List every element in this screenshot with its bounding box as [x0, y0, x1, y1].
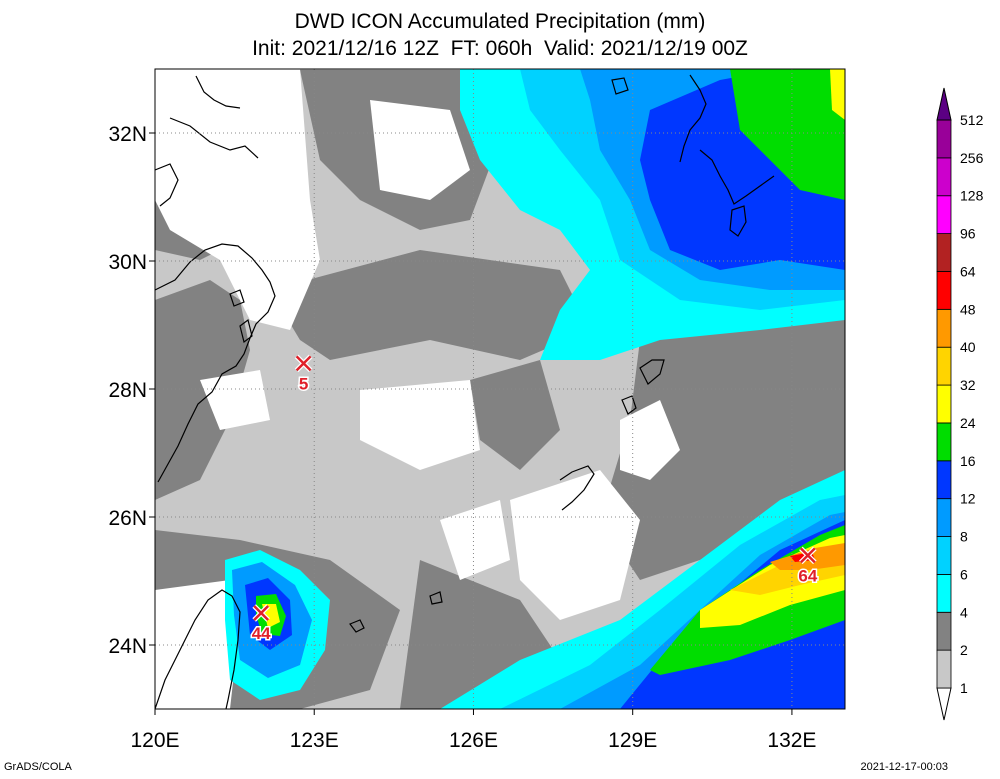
colorbar-box	[936, 574, 952, 613]
colorbar-low-triangle	[936, 687, 952, 721]
colorbar-level-label: 12	[960, 491, 976, 507]
colorbar-level-label: 256	[960, 150, 984, 166]
software-credit: GrADS/COLA	[4, 761, 72, 773]
x-tick-label: 129E	[608, 729, 657, 752]
x-tick-label: 132E	[767, 729, 816, 752]
x-tick-label: 123E	[290, 729, 339, 752]
colorbar-level-label: 48	[960, 301, 976, 317]
extrema-markers: 5 44 64	[250, 354, 819, 645]
china-coast	[155, 243, 276, 483]
y-tick-label: 30N	[108, 251, 147, 274]
map-subtitle: Init: 2021/12/16 12Z FT: 060h Valid: 202…	[252, 37, 748, 60]
colorbar-level-label: 512	[960, 112, 984, 128]
colorbar-box	[936, 611, 952, 651]
colorbar-level-label: 1	[960, 680, 968, 696]
x-axis: 120E 123E 126E 129E 132E	[130, 709, 816, 752]
colorbar-level-label: 64	[960, 263, 976, 279]
extremum-marker: 64	[797, 546, 819, 587]
precip-below-1mm	[155, 69, 680, 709]
colorbar-level-label: 32	[960, 377, 976, 393]
y-tick-label: 32N	[108, 123, 147, 146]
render-timestamp: 2021-12-17-00:03	[860, 761, 948, 773]
precip-24-32mm-ne	[830, 69, 845, 120]
colorbar-box	[936, 157, 952, 197]
colorbar-level-label: 6	[960, 566, 968, 582]
colorbar-box	[936, 195, 952, 235]
colorbar-level-label: 40	[960, 339, 976, 355]
colorbar-level-label: 96	[960, 226, 976, 242]
colorbar-box	[936, 422, 952, 462]
marker-value: 44	[252, 624, 271, 643]
colorbar-box	[936, 346, 952, 386]
precip-field: 5 44 64	[155, 69, 845, 709]
colorbar-box	[936, 460, 952, 500]
colorbar-level-label: 16	[960, 453, 976, 469]
x-tick-label: 126E	[449, 729, 498, 752]
x-tick-label: 120E	[130, 729, 179, 752]
marker-value: 5	[299, 374, 308, 393]
colorbar-level-label: 24	[960, 415, 976, 431]
colorbar-high-triangle	[936, 87, 952, 121]
extremum-marker: 5	[294, 354, 313, 395]
taiwan-coast	[155, 589, 241, 709]
colorbar-box	[936, 384, 952, 424]
colorbar-box	[936, 649, 952, 689]
marker-x	[253, 605, 270, 621]
y-tick-label: 28N	[108, 379, 147, 402]
colorbar-box	[936, 119, 952, 159]
okinawa-coast	[639, 359, 665, 385]
colorbar-level-label: 2	[960, 642, 968, 658]
colorbar-box	[936, 536, 952, 575]
colorbar-box	[936, 498, 952, 537]
extremum-marker: 44	[250, 604, 273, 645]
colorbar-box	[936, 271, 952, 310]
precip-16-24mm-ne	[730, 69, 845, 200]
colorbar-level-label: 8	[960, 529, 968, 545]
colorbar-box	[936, 308, 952, 348]
map-title: DWD ICON Accumulated Precipitation (mm)	[294, 10, 706, 33]
coastlines	[155, 74, 775, 709]
colorbar-level-label: 128	[960, 188, 984, 204]
y-tick-label: 26N	[108, 507, 147, 530]
y-tick-label: 24N	[108, 635, 147, 658]
colorbar-box	[936, 233, 952, 272]
kyushu-coast	[679, 74, 707, 163]
marker-x	[295, 355, 312, 372]
marker-x	[799, 547, 816, 564]
y-axis: 24N 26N 28N 30N 32N	[108, 123, 155, 658]
colorbar-level-label: 4	[960, 604, 968, 620]
marker-value: 64	[798, 566, 817, 585]
lat-lon-grid	[155, 69, 845, 709]
